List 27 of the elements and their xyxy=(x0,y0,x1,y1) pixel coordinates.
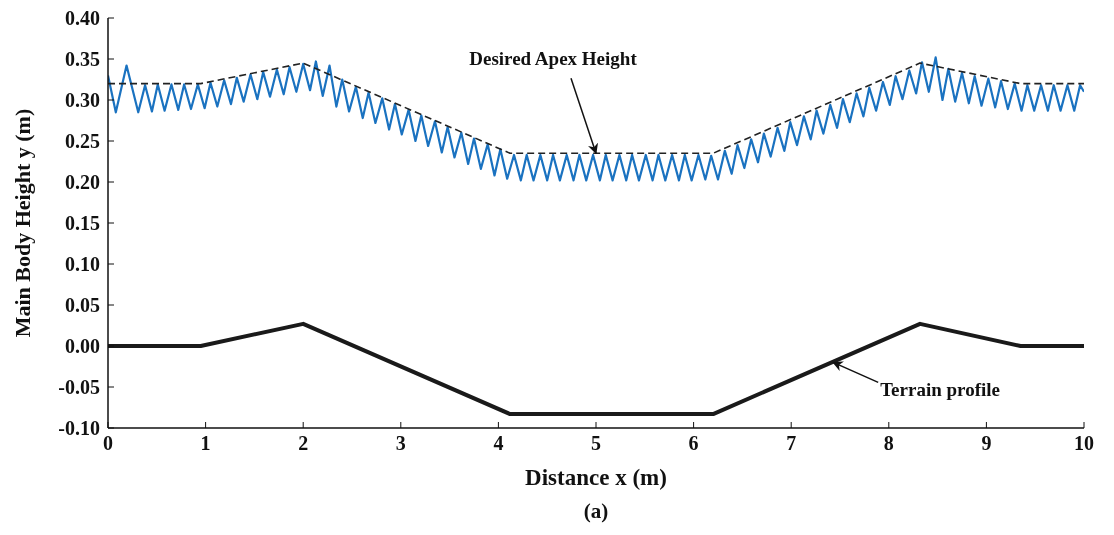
x-tick-label: 10 xyxy=(1074,432,1094,455)
x-tick-label: 2 xyxy=(298,432,309,455)
y-tick-label: 0.00 xyxy=(65,335,100,358)
y-tick-label: 0.40 xyxy=(65,7,100,30)
y-tick-label: 0.10 xyxy=(65,253,100,276)
y-tick-label: 0.30 xyxy=(65,89,100,112)
x-tick-label: 4 xyxy=(493,432,504,455)
x-axis-title: Distance x (m) xyxy=(525,465,667,490)
annotation: Terrain profile xyxy=(880,379,1000,401)
y-tick-label: 0.20 xyxy=(65,171,100,194)
x-tick-label: 6 xyxy=(688,432,699,455)
annotation: Desired Apex Height xyxy=(469,48,638,70)
x-tick-label: 3 xyxy=(395,432,406,455)
x-tick-label: 7 xyxy=(786,432,797,455)
y-tick-label: 0.05 xyxy=(65,294,100,317)
x-tick-label: 9 xyxy=(981,432,992,455)
y-tick-label: -0.05 xyxy=(58,376,100,399)
y-tick-label: 0.15 xyxy=(65,212,100,235)
x-tick-label: 0 xyxy=(103,432,113,455)
y-tick-label: 0.35 xyxy=(65,48,100,71)
text: (a) xyxy=(583,499,609,523)
x-tick-label: 1 xyxy=(200,432,211,455)
y-tick-label: 0.25 xyxy=(65,130,100,153)
y-axis-title: Main Body Height y (m) xyxy=(10,108,35,338)
x-tick-label: 5 xyxy=(591,432,601,455)
y-tick-label: -0.10 xyxy=(58,417,100,440)
x-tick-label: 8 xyxy=(883,432,894,455)
